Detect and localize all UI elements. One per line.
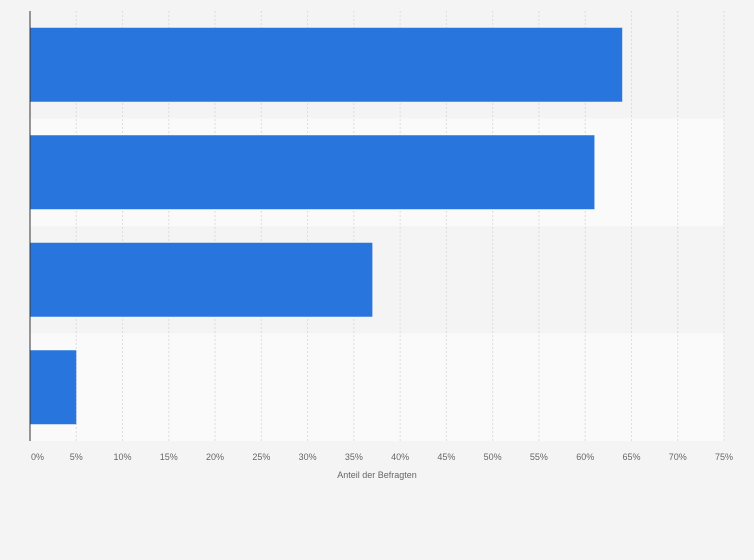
x-tick-label: 50%	[484, 452, 502, 462]
x-tick-label: 40%	[391, 452, 409, 462]
x-axis-title: Anteil der Befragten	[337, 470, 417, 480]
bar	[30, 27, 623, 102]
x-tick-label: 20%	[206, 452, 224, 462]
x-tick-label: 70%	[669, 452, 687, 462]
x-tick-label: 60%	[576, 452, 594, 462]
x-tick-label: 55%	[530, 452, 548, 462]
bar	[30, 135, 595, 210]
x-tick-label: 30%	[299, 452, 317, 462]
x-tick-label: 10%	[114, 452, 132, 462]
x-tick-label: 25%	[252, 452, 270, 462]
row-band	[30, 333, 724, 441]
x-axis-ticks: 0% 5% 10% 15% 20% 25% 30% 35% 40% 45% 50% 55% 60% 65%…	[31, 452, 733, 462]
bar	[30, 242, 373, 317]
x-tick-label: 0%	[31, 452, 44, 462]
x-tick-label: 5%	[70, 452, 83, 462]
bar	[30, 350, 77, 425]
x-tick-label: 75%	[715, 452, 733, 462]
x-tick-label: 15%	[160, 452, 178, 462]
bars	[30, 27, 623, 425]
x-tick-label: 35%	[345, 452, 363, 462]
x-tick-label: 45%	[437, 452, 455, 462]
x-tick-label: 65%	[622, 452, 640, 462]
